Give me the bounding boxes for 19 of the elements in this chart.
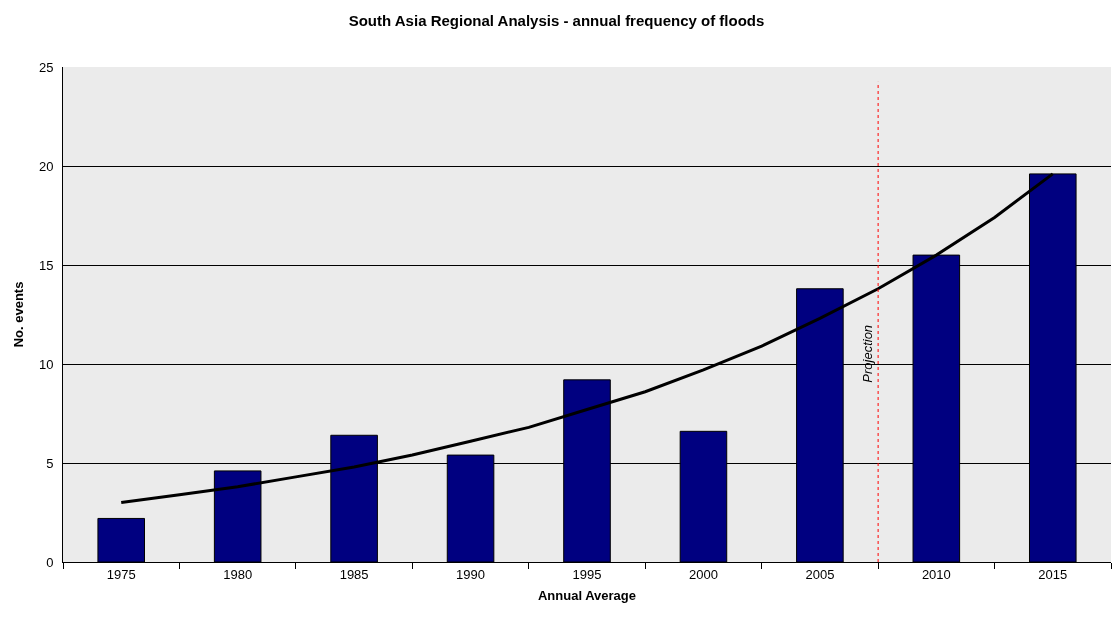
y-tick-label: 10 [38, 356, 54, 372]
x-tick-label: 2000 [688, 566, 718, 582]
y-tick-label: 0 [46, 554, 54, 570]
x-tick-label: 1985 [339, 566, 369, 582]
x-axis-title: Annual Average [537, 588, 637, 604]
ref-line-label: Projection [859, 324, 875, 383]
y-tick-label: 20 [38, 158, 54, 174]
y-tick-label: 25 [38, 59, 54, 75]
x-tick-label: 1990 [456, 566, 486, 582]
x-tick-label: 2010 [921, 566, 951, 582]
x-tick-label: 2005 [805, 566, 835, 582]
x-tick-label: 2015 [1038, 566, 1068, 582]
y-tick-label: 5 [46, 455, 54, 471]
x-tick-label: 1980 [223, 566, 253, 582]
y-tick-label: 15 [38, 257, 54, 273]
x-tick-label: 1975 [106, 566, 136, 582]
y-axis-title: No. events [10, 281, 26, 348]
x-tick-label: 1995 [572, 566, 602, 582]
chart-title: South Asia Regional Analysis - annual frequency of floods [348, 11, 765, 29]
